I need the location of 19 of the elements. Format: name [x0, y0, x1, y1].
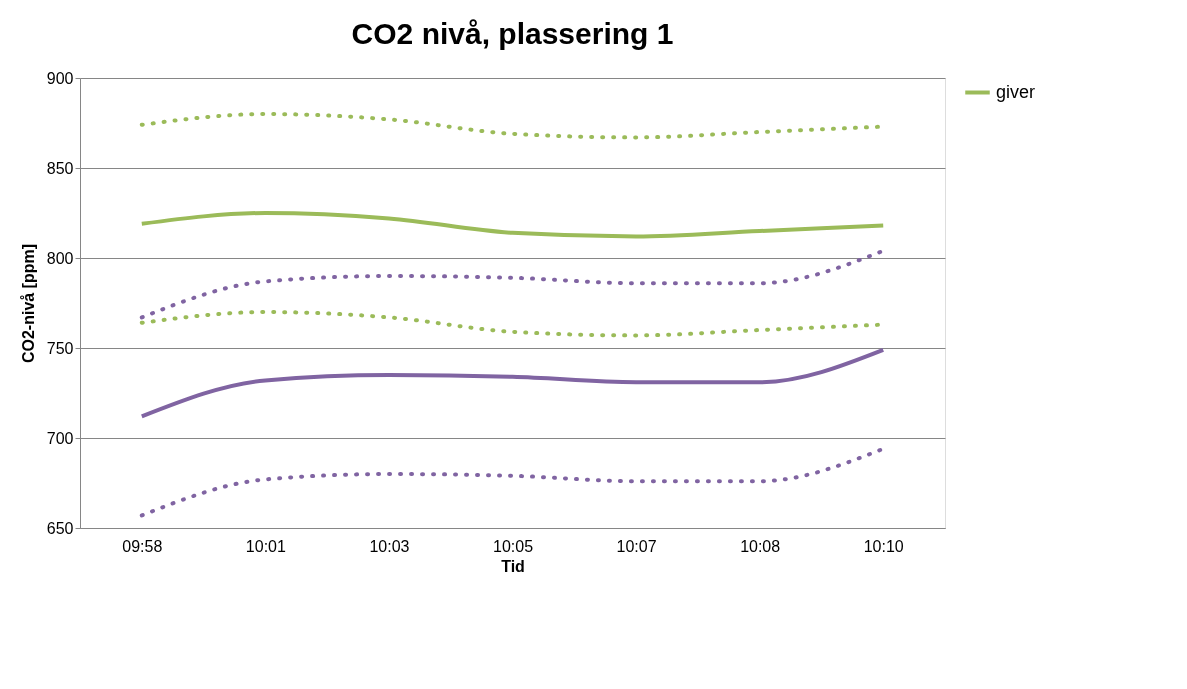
x-axis-title: Tid [501, 557, 525, 575]
line-series [139, 347, 886, 419]
line-series [139, 211, 886, 239]
legend-label: giver [996, 81, 1036, 102]
x-tick-label: 10:05 [492, 537, 534, 555]
y-tick-label: 800 [46, 249, 74, 267]
x-tick-label: 10:08 [740, 537, 781, 555]
chart-title: CO2 nivå, plassering 1 [351, 17, 674, 50]
y-axis-title: CO2-nivå [ppm] [19, 243, 37, 364]
x-tick-label: 10:01 [245, 537, 286, 555]
y-tick-label: 900 [46, 69, 74, 87]
x-tick-label: 09:58 [122, 537, 163, 555]
y-tick-label: 850 [46, 159, 74, 177]
y-tick-label: 650 [46, 519, 74, 537]
x-tick-label: 10:03 [369, 537, 410, 555]
x-tick-label: 10:10 [863, 537, 904, 555]
y-tick-label: 700 [46, 429, 74, 447]
y-tick-label: 750 [46, 339, 74, 357]
x-tick-label: 10:07 [616, 537, 657, 555]
